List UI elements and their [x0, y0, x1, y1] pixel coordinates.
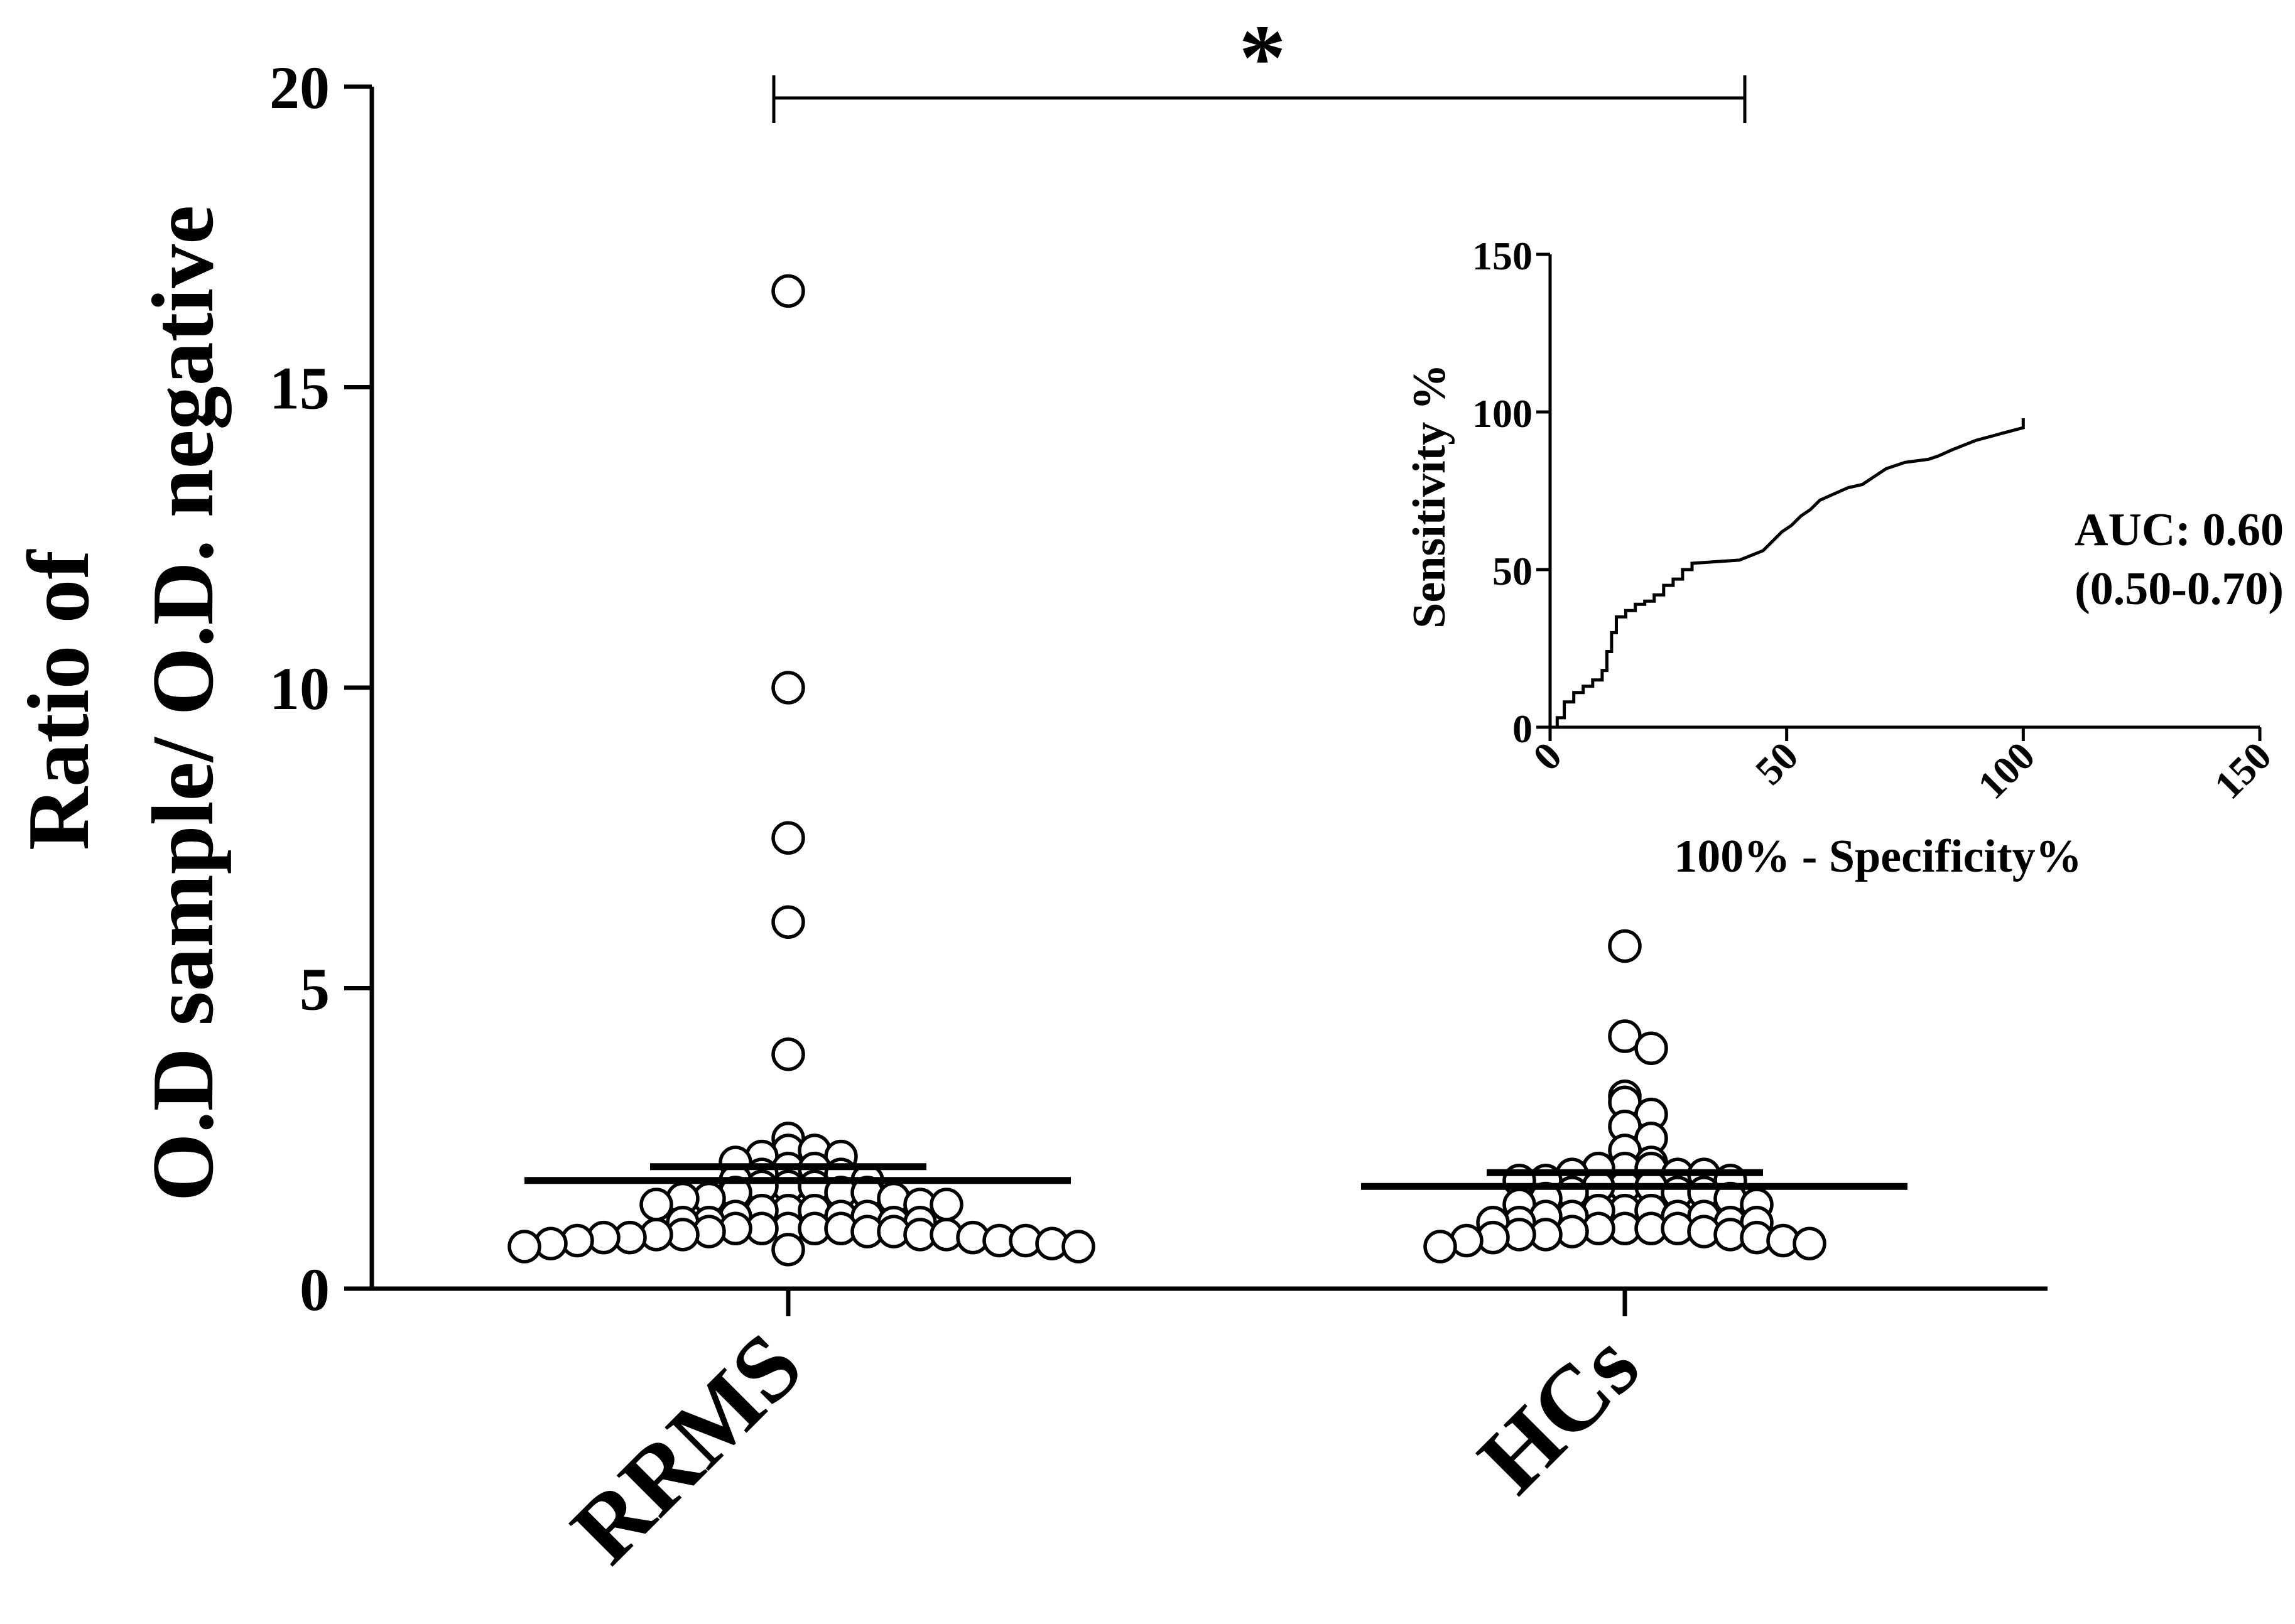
roc-y-tick-label: 0 [1512, 706, 1533, 751]
roc-y-axis-title: Sensitivity % [1404, 364, 1455, 628]
data-point [771, 905, 805, 939]
mean-bars [524, 1163, 1907, 1190]
significance-marker: * [1239, 6, 1286, 110]
data-point [1793, 1226, 1826, 1260]
roc-curve [1550, 418, 2025, 729]
roc-x-axis-title: 100% - Specificity% [1674, 831, 2081, 882]
data-point [771, 821, 805, 855]
auc-interval-label: (0.50-0.70) [2075, 563, 2284, 615]
roc-y-tick-label: 150 [1472, 234, 1533, 278]
y-axis-title-line2: O.D sample/ O.D. negative [134, 205, 232, 1202]
roc-y-tick-label: 50 [1492, 549, 1533, 593]
data-point [771, 274, 805, 308]
y-tick-label: 10 [269, 655, 330, 722]
roc-y-tick-label: 100 [1472, 391, 1533, 436]
data-point [771, 1233, 805, 1267]
y-tick-label: 5 [300, 956, 330, 1023]
data-point [1634, 1031, 1668, 1065]
data-point [507, 1230, 541, 1264]
data-point [930, 1188, 963, 1221]
data-point [771, 671, 805, 705]
y-tick-label: 20 [269, 54, 330, 121]
y-axis-title-line1: Ratio of [10, 549, 107, 851]
significance-bracket: * [772, 6, 1747, 123]
data-point [639, 1188, 673, 1221]
data-point [1608, 929, 1642, 963]
roc-y-axis-ticks: 0 50 100 150 [1472, 234, 1550, 751]
y-tick-label: 15 [269, 355, 330, 422]
y-tick-label: 0 [300, 1256, 330, 1323]
auc-label: AUC: 0.60 [2075, 504, 2284, 556]
data-point [1423, 1230, 1457, 1264]
y-axis-title: Ratio of O.D sample/ O.D. negative [10, 205, 232, 1202]
y-axis-ticks: 0 5 10 15 20 [269, 54, 372, 1323]
data-point [771, 1037, 805, 1071]
data-point [1061, 1230, 1095, 1264]
